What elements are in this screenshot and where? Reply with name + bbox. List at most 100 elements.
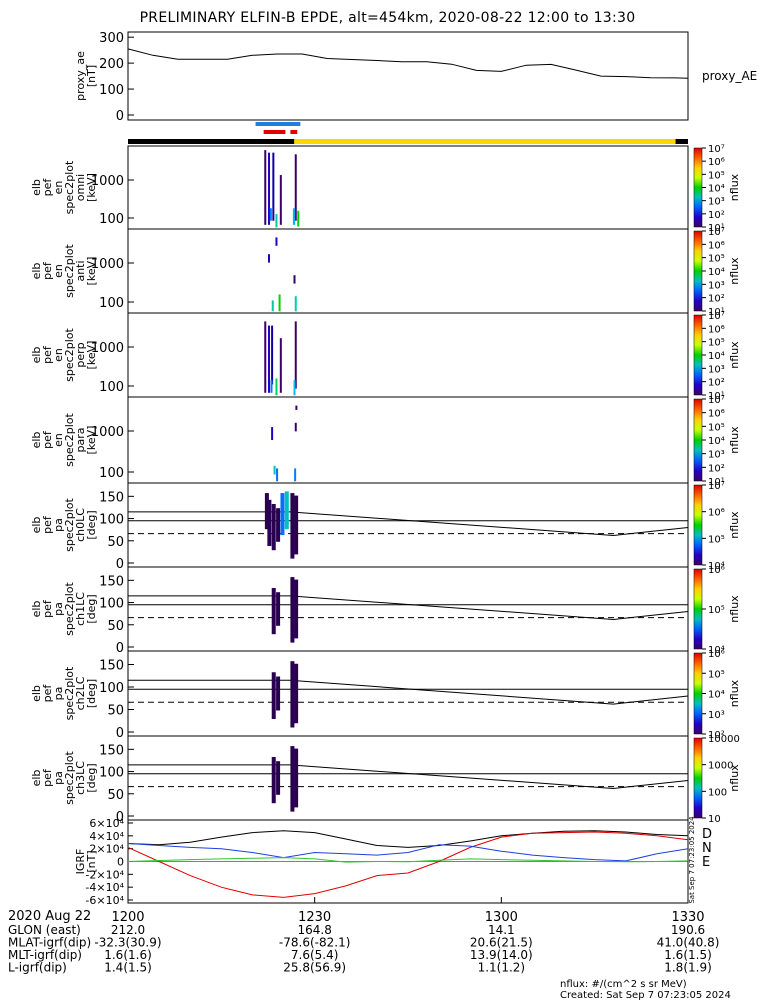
spec-anti-colorbar-tick-label: 10⁷ [708, 227, 725, 238]
footer-units: nflux: #/(cm^2 s sr MeV) [560, 979, 687, 990]
pa-ch2-ylabel-line: ch2LC [74, 676, 87, 710]
pa-ch1-data-block [276, 592, 281, 626]
spec-omni-ylabel-line: spec2plot [63, 160, 76, 214]
pa-ch1-ytick-label: 50 [107, 619, 124, 634]
pa-ch2-colorbar-tick-label: 10³ [708, 710, 725, 721]
pa-ch2-ylabel-line: pef [41, 684, 54, 703]
spec-omni-data-block [264, 150, 267, 225]
spec-omni-data-block [279, 175, 282, 225]
pa-ch3-ylabel-line: spec2plot [63, 751, 76, 805]
spec-para-data-block [271, 427, 274, 440]
pa-ch1-ylabel-line: [deg] [85, 594, 98, 623]
proxy-ae-ylabel-line: proxy_ae [74, 51, 87, 101]
pa-ch2-data-block [276, 676, 281, 711]
x-tick-label: 1330 [671, 910, 704, 925]
science-zone-red-bar-1 [263, 130, 286, 134]
pa-ch0-ylabel-line: pef [41, 515, 54, 534]
pa-ch2-ylabel-line: pa [52, 687, 65, 701]
igrf-series-black [127, 830, 689, 848]
spec-anti-ytick-label: 1000 [91, 257, 124, 272]
pa-ch2-ytick-label: 50 [107, 704, 124, 719]
spec-omni-colorbar-tick-label: 10¹ [708, 223, 725, 234]
pa-ch1-colorbar-tick-label: 10⁶ [708, 565, 725, 576]
spec-perp-ylabel-line: pef [41, 345, 54, 364]
spec-anti-data-block [278, 294, 281, 312]
pa-ch3-ylabel-line: elb [30, 770, 43, 787]
spec-anti-data-block [294, 296, 297, 312]
pa-ch2-colorbar-tick-label: 10⁴ [708, 690, 725, 701]
footer-created: Created: Sat Sep 7 07:23:05 2024 [560, 990, 731, 1001]
igrf-ytick-label: -4×10⁴ [85, 881, 124, 894]
proxy-ae-line [127, 48, 689, 79]
spec-anti-data-block [293, 275, 296, 284]
pa-ch0-data-block [294, 495, 299, 555]
pa-ch1-colorbar [693, 568, 703, 650]
spec-para-ytick-label: 100 [99, 466, 124, 481]
pa-ch2-ytick-label: 0 [116, 726, 124, 741]
spec-para-data-block [295, 405, 298, 410]
pa-ch3-ytick-label: 0 [116, 810, 124, 825]
pa-ch1-ylabel-line: elb [30, 601, 43, 618]
proxy-ae-ytick-label: 0 [116, 109, 124, 124]
spec-para-colorbar-tick-label: 10⁷ [708, 395, 725, 406]
spec-perp-data-block [271, 325, 274, 385]
spec-omni-ytick-label: 100 [99, 212, 124, 227]
pa-ch0-panel-frame [127, 482, 689, 568]
pa-ch3-loss-cone-upper [128, 764, 689, 789]
pa-ch2-data-block [294, 663, 299, 724]
igrf-ytick-label: 4×10⁴ [89, 830, 124, 843]
pa-ch1-panel-frame [127, 566, 689, 652]
x-row-value: 7.6(5.4) [291, 948, 339, 962]
spec-perp-ylabel-line: spec2plot [63, 328, 76, 382]
pa-ch3-data-block [290, 746, 295, 812]
pa-ch0-ytick-label: 150 [99, 490, 124, 505]
time-bar-black-right [675, 139, 688, 144]
spec-omni-data-block [292, 208, 296, 225]
spec-omni-colorbar-tick-label: 10⁵ [708, 170, 725, 181]
x-row-label: L-igrf(dip) [8, 961, 67, 975]
spec-anti-colorbar-tick-label: 10² [708, 294, 725, 305]
x-row-value: 13.9(14.0) [470, 948, 533, 962]
pa-ch0-colorbar-tick-label: 10⁴ [708, 561, 725, 572]
pa-ch3-colorbar-tick-label: 10000 [708, 734, 740, 745]
pa-ch3-colorbar-label: nflux [728, 764, 741, 792]
pa-ch2-colorbar [693, 652, 703, 735]
spec-anti-ylabel-line: [keV] [85, 257, 98, 286]
spec-perp-panel-frame [127, 312, 689, 398]
x-row-value: 41.0(40.8) [657, 936, 720, 950]
x-row-value: 190.6 [671, 923, 705, 937]
pa-ch1-ylabel-line: pa [52, 602, 65, 616]
igrf-series-e [127, 857, 689, 863]
x-row-label: MLAT-igrf(dip) [8, 936, 91, 950]
spec-omni-ylabel-line: elb [30, 179, 43, 196]
pa-ch3-data-block [271, 757, 276, 804]
spec-anti-ylabel-line: elb [30, 263, 43, 280]
x-tick-label: 1230 [298, 910, 331, 925]
x-tick-label: 1200 [111, 910, 144, 925]
proxy-ae-ytick-label: 300 [99, 31, 124, 46]
spec-perp-data-block [268, 325, 270, 393]
spec-para-data-block [273, 465, 276, 475]
pa-ch3-ytick-label: 50 [107, 788, 124, 803]
spec-perp-colorbar-tick-label: 10³ [708, 364, 725, 375]
x-row-value: 1.1(1.2) [478, 961, 526, 975]
pa-ch1-data-block [290, 577, 295, 643]
pa-ch0-ylabel-line: elb [30, 517, 43, 534]
pa-ch3-colorbar-tick-label: 10 [708, 814, 721, 825]
pa-ch2-ylabel-line: [deg] [85, 679, 98, 708]
pa-ch2-colorbar-label: nflux [728, 679, 741, 707]
spec-anti-colorbar-tick-label: 10⁴ [708, 267, 725, 278]
pa-ch3-ylabel-line: [deg] [85, 763, 98, 792]
spec-para-panel-frame [127, 396, 689, 484]
spec-anti-panel-frame [127, 228, 689, 314]
spec-para-ylabel-line: elb [30, 432, 43, 449]
pa-ch2-ytick-label: 150 [99, 659, 124, 674]
spec-perp-colorbar-tick-label: 10¹ [708, 391, 725, 402]
spec-perp-data-block [270, 380, 273, 393]
spec-para-colorbar [693, 398, 703, 482]
pa-ch3-panel-frame [127, 735, 689, 821]
pa-ch1-data-block [271, 588, 276, 635]
spec-perp-colorbar-tick-label: 10⁷ [708, 311, 725, 322]
time-bar-yellow [128, 139, 688, 144]
x-row-value: 1.8(1.9) [664, 961, 712, 975]
